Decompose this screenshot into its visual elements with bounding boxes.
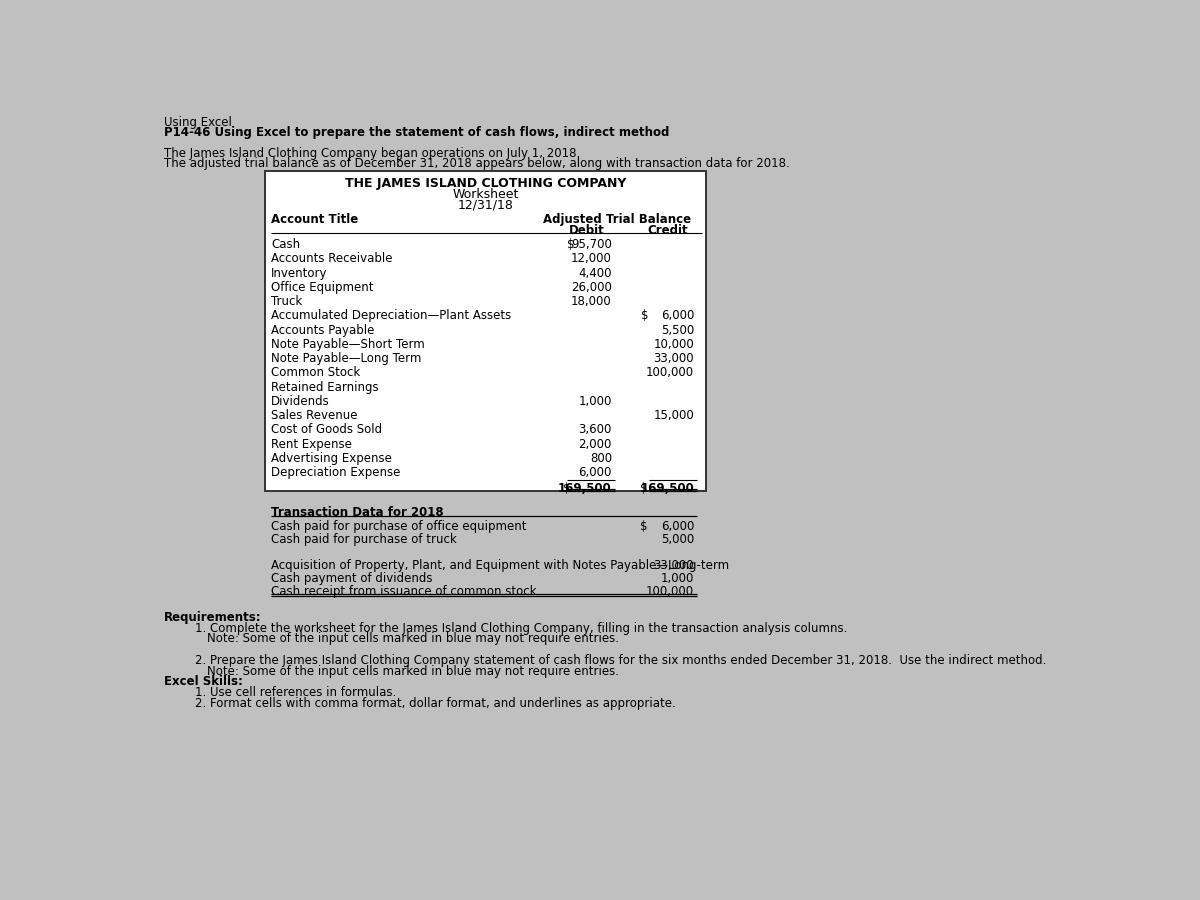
Text: Accounts Payable: Accounts Payable: [271, 324, 374, 337]
Text: 5,500: 5,500: [661, 324, 694, 337]
Text: 169,500: 169,500: [558, 482, 612, 495]
Text: Note: Some of the input cells marked in blue may not require entries.: Note: Some of the input cells marked in …: [206, 633, 618, 645]
Text: 15,000: 15,000: [653, 410, 694, 422]
Text: $: $: [566, 238, 575, 251]
Text: 1,000: 1,000: [578, 395, 612, 408]
Text: Transaction Data for 2018: Transaction Data for 2018: [271, 506, 444, 519]
Text: Excel Skills:: Excel Skills:: [164, 676, 242, 688]
Text: The James Island Clothing Company began operations on July 1, 2018.: The James Island Clothing Company began …: [164, 147, 581, 159]
Text: 10,000: 10,000: [653, 338, 694, 351]
Text: Note Payable—Short Term: Note Payable—Short Term: [271, 338, 425, 351]
Text: The adjusted trial balance as of December 31, 2018 appears below, along with tra: The adjusted trial balance as of Decembe…: [164, 157, 790, 169]
Text: 3,600: 3,600: [578, 423, 612, 436]
Text: Account Title: Account Title: [271, 213, 358, 227]
Text: Common Stock: Common Stock: [271, 366, 360, 379]
Text: 12,000: 12,000: [571, 252, 612, 266]
Text: 100,000: 100,000: [646, 585, 694, 598]
Text: Sales Revenue: Sales Revenue: [271, 410, 358, 422]
Text: 800: 800: [589, 452, 612, 464]
Text: 26,000: 26,000: [571, 281, 612, 294]
Text: Rent Expense: Rent Expense: [271, 437, 352, 451]
Text: 1. Use cell references in formulas.: 1. Use cell references in formulas.: [194, 687, 396, 699]
Text: Cash receipt from issuance of common stock: Cash receipt from issuance of common sto…: [271, 585, 536, 598]
FancyBboxPatch shape: [265, 171, 707, 491]
Text: Retained Earnings: Retained Earnings: [271, 381, 378, 393]
Text: 6,000: 6,000: [661, 310, 694, 322]
Text: 33,000: 33,000: [654, 352, 694, 365]
Text: Truck: Truck: [271, 295, 302, 308]
Text: $: $: [641, 310, 649, 322]
Text: 4,400: 4,400: [578, 266, 612, 280]
Text: 5,000: 5,000: [661, 533, 694, 546]
Text: Acquisition of Property, Plant, and Equipment with Notes Payable—Long-term: Acquisition of Property, Plant, and Equi…: [271, 559, 730, 572]
Text: 2,000: 2,000: [578, 437, 612, 451]
Text: 100,000: 100,000: [646, 366, 694, 379]
Text: $: $: [563, 482, 570, 495]
Text: 1,000: 1,000: [661, 572, 694, 585]
Text: Cash paid for purchase of truck: Cash paid for purchase of truck: [271, 533, 457, 546]
Text: $: $: [640, 482, 647, 495]
Text: Cost of Goods Sold: Cost of Goods Sold: [271, 423, 382, 436]
Text: 6,000: 6,000: [661, 520, 694, 533]
Text: P14-46 Using Excel to prepare the statement of cash flows, indirect method: P14-46 Using Excel to prepare the statem…: [164, 127, 670, 140]
Text: 6,000: 6,000: [578, 466, 612, 479]
Text: Note Payable—Long Term: Note Payable—Long Term: [271, 352, 421, 365]
Text: Dividends: Dividends: [271, 395, 330, 408]
Text: Debit: Debit: [569, 223, 605, 237]
Text: Adjusted Trial Balance: Adjusted Trial Balance: [544, 213, 691, 227]
Text: Cash: Cash: [271, 238, 300, 251]
Text: Note: Some of the input cells marked in blue may not require entries.: Note: Some of the input cells marked in …: [206, 665, 618, 678]
Text: Advertising Expense: Advertising Expense: [271, 452, 391, 464]
Text: Accounts Receivable: Accounts Receivable: [271, 252, 392, 266]
Text: THE JAMES ISLAND CLOTHING COMPANY: THE JAMES ISLAND CLOTHING COMPANY: [344, 177, 626, 190]
Text: Inventory: Inventory: [271, 266, 328, 280]
Text: 1. Complete the worksheet for the James Island Clothing Company, filling in the : 1. Complete the worksheet for the James …: [194, 622, 847, 634]
Text: 33,000: 33,000: [654, 559, 694, 572]
Text: 12/31/18: 12/31/18: [457, 199, 514, 212]
Text: 95,700: 95,700: [571, 238, 612, 251]
Text: Requirements:: Requirements:: [164, 611, 262, 624]
Text: 2. Prepare the James Island Clothing Company statement of cash flows for the six: 2. Prepare the James Island Clothing Com…: [194, 654, 1046, 667]
Text: Accumulated Depreciation—Plant Assets: Accumulated Depreciation—Plant Assets: [271, 310, 511, 322]
Text: Depreciation Expense: Depreciation Expense: [271, 466, 401, 479]
Text: Cash payment of dividends: Cash payment of dividends: [271, 572, 432, 585]
Text: 2. Format cells with comma format, dollar format, and underlines as appropriate.: 2. Format cells with comma format, dolla…: [194, 698, 676, 710]
Text: Cash paid for purchase of office equipment: Cash paid for purchase of office equipme…: [271, 520, 527, 533]
Text: Office Equipment: Office Equipment: [271, 281, 373, 294]
Text: Credit: Credit: [647, 223, 688, 237]
Text: 169,500: 169,500: [641, 482, 694, 495]
Text: Worksheet: Worksheet: [452, 188, 518, 201]
Text: $: $: [640, 520, 647, 533]
Text: 18,000: 18,000: [571, 295, 612, 308]
Text: Using Excel: Using Excel: [164, 116, 232, 129]
